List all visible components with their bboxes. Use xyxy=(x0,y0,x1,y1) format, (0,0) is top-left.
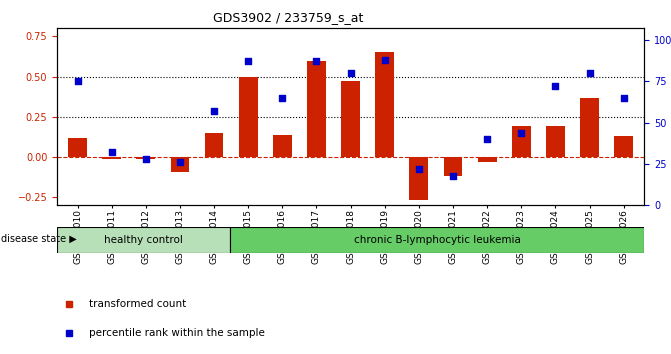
Bar xyxy=(512,126,531,157)
Point xyxy=(516,130,527,135)
Bar xyxy=(102,157,121,159)
Point xyxy=(72,79,83,84)
Point xyxy=(209,108,219,114)
Bar xyxy=(614,136,633,157)
Point xyxy=(379,57,390,63)
Text: chronic B-lymphocytic leukemia: chronic B-lymphocytic leukemia xyxy=(354,235,521,245)
Text: transformed count: transformed count xyxy=(89,299,187,309)
Point xyxy=(106,149,117,155)
Bar xyxy=(342,81,360,157)
Bar xyxy=(68,138,87,157)
Text: percentile rank within the sample: percentile rank within the sample xyxy=(89,328,265,338)
Point xyxy=(243,58,254,64)
Bar xyxy=(170,157,189,172)
Bar xyxy=(239,76,258,157)
Bar xyxy=(444,157,462,176)
Point xyxy=(550,84,561,89)
Point xyxy=(448,173,458,178)
Bar xyxy=(580,97,599,157)
Point xyxy=(413,166,424,172)
Point xyxy=(482,136,493,142)
Point xyxy=(345,70,356,76)
Text: GDS3902 / 233759_s_at: GDS3902 / 233759_s_at xyxy=(213,11,364,24)
Bar xyxy=(546,126,565,157)
Text: healthy control: healthy control xyxy=(104,235,183,245)
Bar xyxy=(57,227,229,253)
Point xyxy=(174,160,185,165)
Point xyxy=(277,95,288,101)
Bar xyxy=(409,157,428,200)
Text: disease state ▶: disease state ▶ xyxy=(1,234,77,244)
Bar xyxy=(273,135,292,157)
Bar xyxy=(136,157,155,159)
Point xyxy=(618,95,629,101)
Bar xyxy=(375,52,394,157)
Point xyxy=(584,70,595,76)
Point xyxy=(311,58,322,64)
Point xyxy=(140,156,151,162)
Bar xyxy=(478,157,497,162)
Bar xyxy=(205,133,223,157)
Bar xyxy=(307,61,326,157)
Bar xyxy=(229,227,644,253)
